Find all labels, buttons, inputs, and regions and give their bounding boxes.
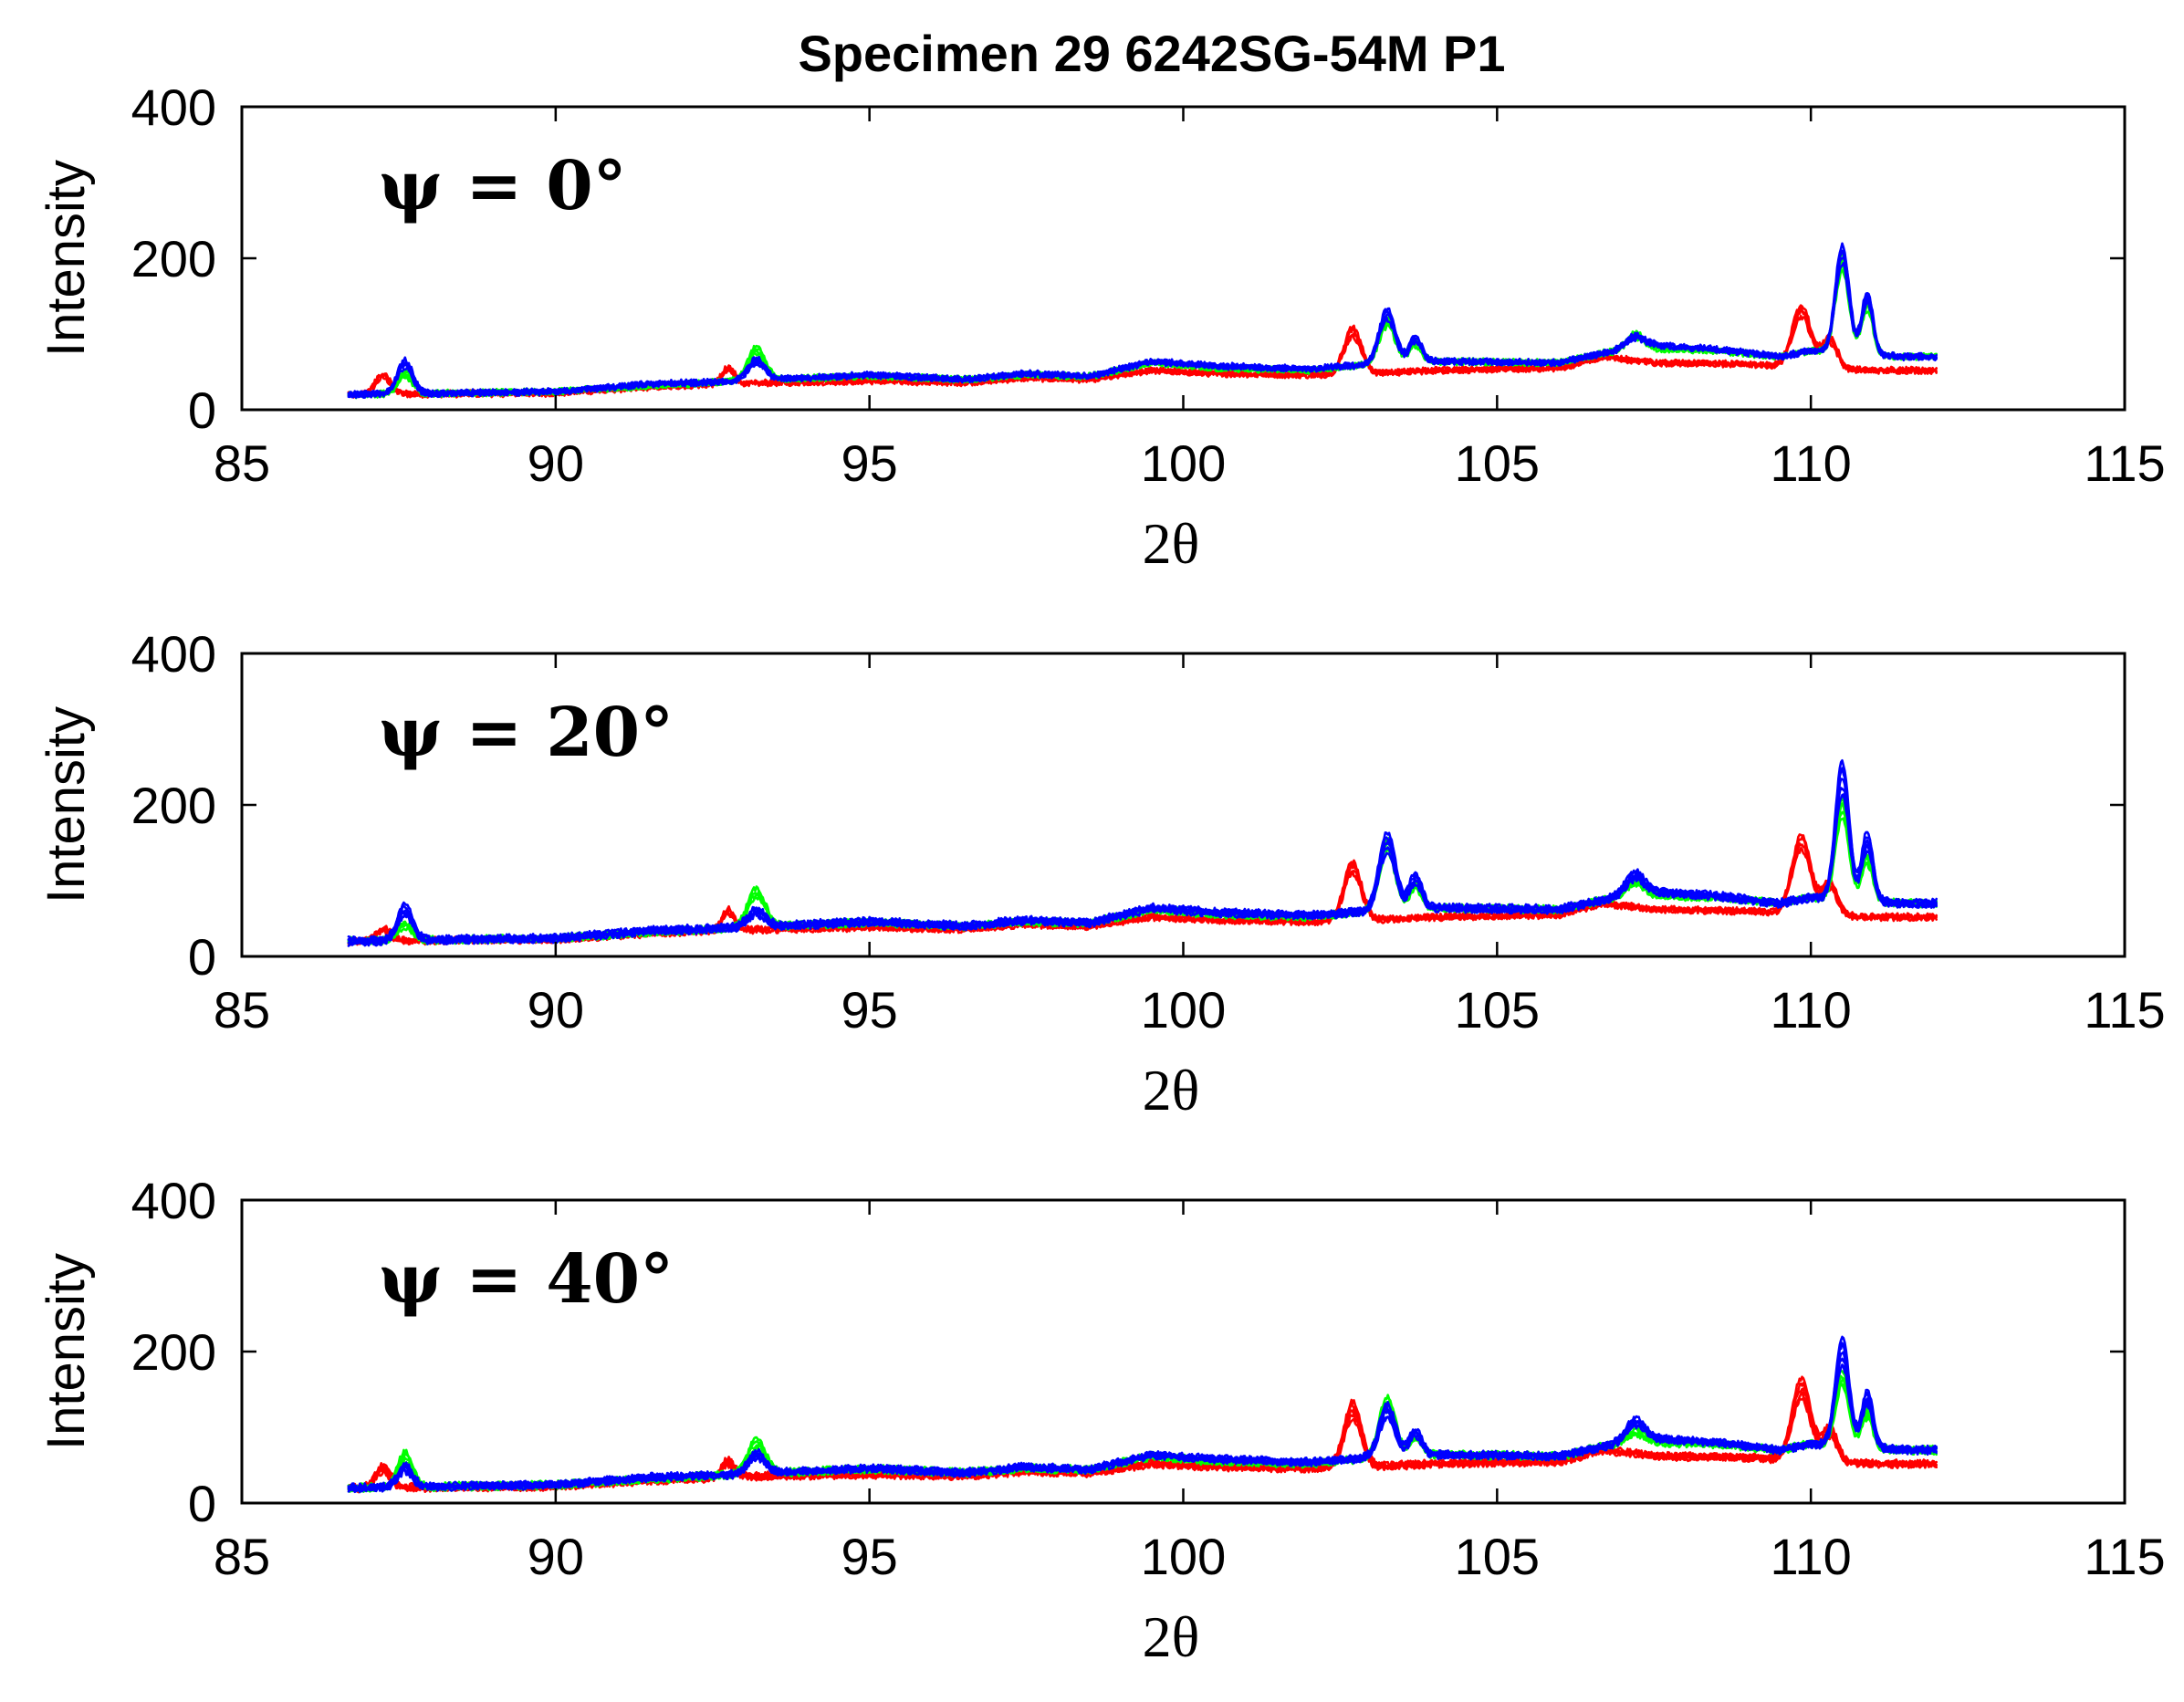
y-tick-label: 200: [131, 777, 216, 834]
panels: 85 90 95 100 105 110 115 0 200 400 Intensity 2θ ψ = …: [37, 78, 2166, 1669]
x-tick-label: 115: [2084, 434, 2165, 492]
x-tick-label: 85: [214, 434, 270, 492]
series-green-line: [347, 1370, 1938, 1490]
series-blue-line: [347, 261, 1938, 400]
panel-1: 85 90 95 100 105 110 115 0 200 400 Intensity 2θ ψ = …: [37, 78, 2166, 576]
x-tick-label: 105: [1455, 1528, 1540, 1585]
y-tick-label: 200: [131, 1323, 216, 1381]
y-tick-label: 400: [131, 78, 216, 136]
series-blue-line: [347, 1363, 1938, 1494]
series-green-line: [347, 1378, 1938, 1492]
y-tick-label: 0: [188, 381, 216, 439]
x-tick-label: 115: [2084, 1528, 2165, 1585]
y-tick-label: 0: [188, 928, 216, 986]
series-green-line: [347, 261, 1938, 399]
x-tick-label: 115: [2084, 981, 2165, 1039]
y-tick-label: 0: [188, 1475, 216, 1532]
psi-annotation: ψ = 40°: [379, 1240, 674, 1319]
x-tick-label: 90: [528, 981, 584, 1039]
traces: [347, 759, 1938, 947]
x-tick-label: 110: [1771, 434, 1852, 492]
x-tick-label: 95: [841, 981, 898, 1039]
traces: [347, 1335, 1938, 1494]
x-tick-label: 100: [1141, 981, 1226, 1039]
y-axis-label: Intensity: [37, 160, 96, 357]
x-tick-label: 90: [528, 1528, 584, 1585]
y-tick-label: 400: [131, 625, 216, 683]
series-green-line: [347, 256, 1938, 398]
x-tick-label: 105: [1455, 434, 1540, 492]
psi-annotation: ψ = 20°: [379, 694, 674, 772]
panel-3: 85 90 95 100 105 110 115 0 200 400 Intensity 2θ ψ = …: [37, 1172, 2166, 1669]
series-blue-line: [347, 242, 1938, 398]
x-tick-label: 110: [1771, 1528, 1852, 1585]
series-green-line: [347, 268, 1938, 400]
x-axis-label: 2θ: [1143, 1604, 1200, 1669]
series-green-line: [347, 810, 1938, 945]
x-tick-label: 100: [1141, 434, 1226, 492]
psi-annotation: ψ = 0°: [379, 147, 627, 225]
x-tick-label: 90: [528, 434, 584, 492]
x-axis-label: 2θ: [1143, 1058, 1200, 1122]
x-tick-label: 95: [841, 1528, 898, 1585]
x-tick-label: 100: [1141, 1528, 1226, 1585]
x-tick-label: 85: [214, 1528, 270, 1585]
panel-2: 85 90 95 100 105 110 115 0 200 400 Intensity 2θ ψ = …: [37, 625, 2166, 1122]
series-green-line: [347, 1374, 1938, 1491]
series-red-line: [347, 1382, 1938, 1490]
series-green-line: [347, 817, 1938, 946]
x-axis-label: 2θ: [1143, 511, 1200, 576]
y-axis-label: Intensity: [37, 706, 96, 903]
x-tick-label: 95: [841, 434, 898, 492]
series-red-line: [347, 308, 1938, 399]
series-blue-line: [347, 759, 1938, 944]
series-red-line: [347, 1375, 1938, 1490]
y-tick-label: 200: [131, 230, 216, 287]
x-tick-label: 105: [1455, 981, 1540, 1039]
traces: [347, 242, 1938, 400]
x-tick-label: 110: [1771, 981, 1852, 1039]
series-blue-line: [347, 793, 1938, 947]
x-tick-label: 85: [214, 981, 270, 1039]
series-blue-line: [347, 1357, 1938, 1492]
series-blue-line: [347, 256, 1938, 399]
y-axis-label: Intensity: [37, 1253, 96, 1450]
y-tick-label: 400: [131, 1172, 216, 1229]
chart-title: Specimen 29 6242SG-54M P1: [798, 25, 1505, 82]
series-red-line: [347, 833, 1938, 945]
series-blue-line: [347, 1335, 1938, 1490]
